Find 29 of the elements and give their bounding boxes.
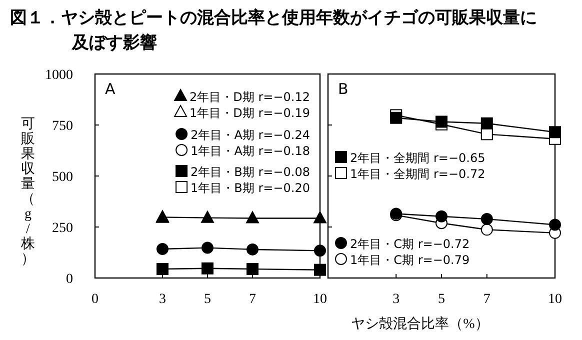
x-tick-label: 10 [313,292,327,307]
annotation: B [338,80,348,98]
legend-label: 1年目・A期 r=−0.18 [190,144,310,158]
x-tick-label: 10 [548,292,562,307]
legend-label: 2年目・A期 r=−0.24 [190,128,310,142]
text: 可販果収量（g/株） [21,117,35,267]
chart-title: 図１．ヤシ殻とピートの混合比率と使用年数がイチゴの可販果収量に及ぼす影響 [10,8,537,53]
x-tick-label: 3 [159,292,166,307]
y-tick-label: 0 [66,272,73,287]
annotation: A [105,80,116,98]
y-tick-label: 1000 [45,68,73,83]
legend-label: 2年目・全期間 r=−0.65 [350,151,486,165]
x-tick-label: 5 [438,292,445,307]
legend-label: 2年目・C期 r=−0.72 [350,237,470,251]
x-tick-label: 7 [249,292,256,307]
legend-label: 1年目・C期 r=−0.79 [350,253,470,267]
x-axis-title: ヤシ殻混合比率（%） [351,316,489,332]
x-tick-label: 3 [392,292,400,307]
y-tick-label: 250 [52,221,73,236]
legend-label: 1年目・B期 r=−0.20 [190,181,310,195]
legend-label: 2年目・D期 r=−0.12 [190,90,310,104]
legend-label: 1年目・D期 r=−0.19 [190,106,310,120]
legend-label: 2年目・B期 r=−0.08 [190,165,310,179]
legend-label: 1年目・全期間 r=−0.72 [350,167,486,181]
x-tick-label: 0 [92,292,98,307]
y-tick-label: 500 [52,170,73,185]
x-tick-label: 5 [204,292,211,307]
x-tick-label: 7 [483,292,490,307]
y-tick-label: 750 [52,119,73,134]
